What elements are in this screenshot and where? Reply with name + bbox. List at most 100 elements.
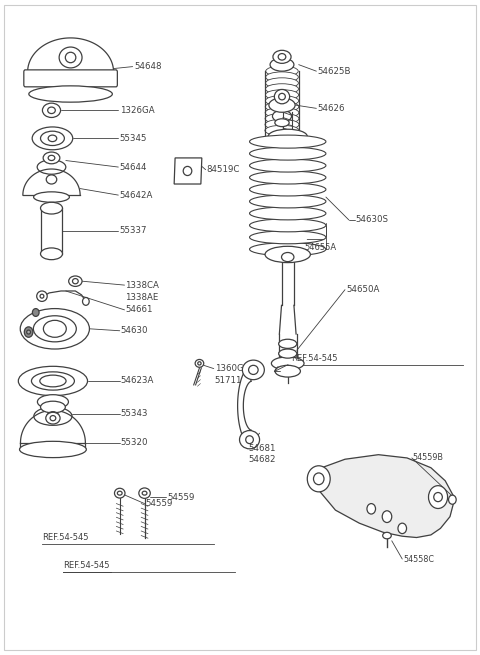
Ellipse shape <box>69 276 82 286</box>
Ellipse shape <box>383 533 391 539</box>
Ellipse shape <box>250 147 326 160</box>
Ellipse shape <box>265 90 299 100</box>
Text: 54655A: 54655A <box>304 244 336 252</box>
FancyBboxPatch shape <box>24 70 117 87</box>
Ellipse shape <box>275 90 289 103</box>
Ellipse shape <box>313 473 324 485</box>
Ellipse shape <box>250 219 326 232</box>
Ellipse shape <box>279 349 297 358</box>
Ellipse shape <box>34 192 70 202</box>
Ellipse shape <box>271 357 304 370</box>
Ellipse shape <box>265 107 299 118</box>
Text: 1338CA: 1338CA <box>125 280 159 290</box>
Ellipse shape <box>266 66 298 77</box>
Ellipse shape <box>273 50 291 64</box>
Text: 54642A: 54642A <box>120 191 153 200</box>
Ellipse shape <box>65 52 76 63</box>
Text: 54630: 54630 <box>120 326 148 335</box>
Text: 1326GA: 1326GA <box>120 106 155 115</box>
Ellipse shape <box>249 365 258 375</box>
Ellipse shape <box>27 330 31 334</box>
Ellipse shape <box>48 135 57 141</box>
Ellipse shape <box>268 129 307 143</box>
Ellipse shape <box>37 160 66 174</box>
Ellipse shape <box>429 485 447 508</box>
Ellipse shape <box>47 411 59 421</box>
Polygon shape <box>311 455 455 538</box>
Ellipse shape <box>275 365 300 377</box>
Ellipse shape <box>24 327 33 337</box>
Ellipse shape <box>115 488 125 498</box>
Ellipse shape <box>281 252 294 261</box>
Ellipse shape <box>46 412 60 424</box>
Text: 84519C: 84519C <box>206 165 240 174</box>
Ellipse shape <box>275 119 289 126</box>
Ellipse shape <box>434 493 443 502</box>
Text: 54681: 54681 <box>248 443 276 453</box>
Text: REF.54-545: REF.54-545 <box>63 561 110 570</box>
Text: 54559: 54559 <box>145 499 173 508</box>
Ellipse shape <box>265 119 299 130</box>
Text: 54559: 54559 <box>167 493 194 502</box>
Text: 1360GJ: 1360GJ <box>215 364 246 373</box>
Text: 54625B: 54625B <box>317 67 351 76</box>
Ellipse shape <box>40 202 62 214</box>
Ellipse shape <box>246 436 253 443</box>
Text: 55345: 55345 <box>120 134 147 143</box>
Text: 55337: 55337 <box>120 227 147 235</box>
Text: REF.54-545: REF.54-545 <box>42 533 88 542</box>
Ellipse shape <box>32 372 74 390</box>
Ellipse shape <box>142 491 147 495</box>
Ellipse shape <box>139 488 150 498</box>
Text: 55320: 55320 <box>120 438 148 447</box>
Text: 54623A: 54623A <box>120 377 154 386</box>
Ellipse shape <box>382 511 392 523</box>
Ellipse shape <box>43 320 66 337</box>
Text: 54559B: 54559B <box>413 453 444 462</box>
Ellipse shape <box>43 152 60 164</box>
Ellipse shape <box>265 84 299 94</box>
Ellipse shape <box>34 407 72 425</box>
Ellipse shape <box>250 195 326 208</box>
Ellipse shape <box>46 175 57 184</box>
Ellipse shape <box>183 166 192 176</box>
Ellipse shape <box>48 155 55 160</box>
Text: 54682: 54682 <box>248 455 276 464</box>
Ellipse shape <box>20 309 89 349</box>
Ellipse shape <box>40 248 62 259</box>
Ellipse shape <box>250 171 326 184</box>
Text: 54650A: 54650A <box>346 285 379 294</box>
Text: 51711: 51711 <box>215 377 242 386</box>
Ellipse shape <box>59 47 82 68</box>
Ellipse shape <box>42 103 60 117</box>
Ellipse shape <box>250 159 326 172</box>
Ellipse shape <box>265 102 299 112</box>
Ellipse shape <box>36 291 47 301</box>
Text: 54644: 54644 <box>120 162 147 172</box>
Ellipse shape <box>279 339 297 348</box>
Ellipse shape <box>72 278 78 284</box>
Ellipse shape <box>250 135 326 148</box>
Text: 54648: 54648 <box>134 62 162 71</box>
Ellipse shape <box>250 243 326 255</box>
Ellipse shape <box>32 127 73 150</box>
Ellipse shape <box>50 415 56 421</box>
Ellipse shape <box>40 375 66 387</box>
Text: 1338AE: 1338AE <box>125 293 159 302</box>
Ellipse shape <box>269 98 295 112</box>
Ellipse shape <box>266 72 298 83</box>
Ellipse shape <box>40 294 44 298</box>
Ellipse shape <box>250 183 326 196</box>
Ellipse shape <box>34 316 76 342</box>
Text: 54630S: 54630S <box>356 215 388 225</box>
Ellipse shape <box>250 207 326 220</box>
Ellipse shape <box>20 441 86 458</box>
Ellipse shape <box>265 96 299 106</box>
Text: REF.54-545: REF.54-545 <box>291 354 338 363</box>
Ellipse shape <box>250 231 326 244</box>
Ellipse shape <box>270 58 294 71</box>
Ellipse shape <box>265 125 299 136</box>
Ellipse shape <box>33 309 39 316</box>
Ellipse shape <box>40 402 65 413</box>
Polygon shape <box>174 158 202 184</box>
